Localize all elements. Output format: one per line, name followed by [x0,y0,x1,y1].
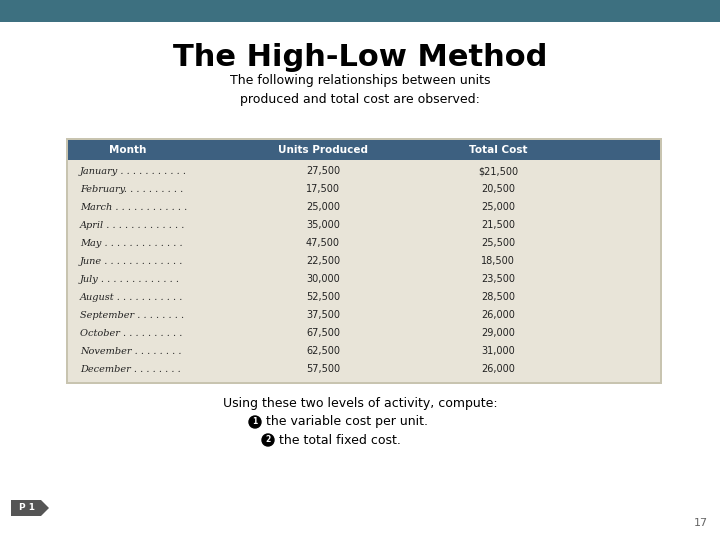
Text: June . . . . . . . . . . . . .: June . . . . . . . . . . . . . [80,256,184,266]
Text: 17: 17 [694,518,708,528]
Text: Units Produced: Units Produced [278,145,368,155]
Text: 23,500: 23,500 [481,274,515,284]
Text: October . . . . . . . . . .: October . . . . . . . . . . [80,328,182,338]
Text: 28,500: 28,500 [481,292,515,302]
Bar [0,0,720,22]
Text: 2: 2 [266,435,271,444]
Bar [68,140,660,160]
Text: 30,000: 30,000 [306,274,340,284]
Text: September . . . . . . . .: September . . . . . . . . [80,310,184,320]
Text: May . . . . . . . . . . . . .: May . . . . . . . . . . . . . [80,239,183,247]
Text: Month: Month [109,145,147,155]
Text: 31,000: 31,000 [481,346,515,356]
Text: the variable cost per unit.: the variable cost per unit. [266,415,428,429]
Text: 35,000: 35,000 [306,220,340,230]
Text: 29,000: 29,000 [481,328,515,338]
Circle shape [262,434,274,446]
Text: 18,500: 18,500 [481,256,515,266]
Polygon shape [11,500,49,516]
Text: P 1: P 1 [19,503,35,512]
Text: 22,500: 22,500 [306,256,340,266]
Text: 25,500: 25,500 [481,238,515,248]
Text: July . . . . . . . . . . . . .: July . . . . . . . . . . . . . [80,274,180,284]
Text: April . . . . . . . . . . . . .: April . . . . . . . . . . . . . [80,220,185,230]
Text: 25,000: 25,000 [481,202,515,212]
Text: 52,500: 52,500 [306,292,340,302]
Text: March . . . . . . . . . . . .: March . . . . . . . . . . . . [80,202,187,212]
Text: Using these two levels of activity, compute:: Using these two levels of activity, comp… [222,397,498,410]
Text: 25,000: 25,000 [306,202,340,212]
Text: The High-Low Method: The High-Low Method [173,44,547,72]
Text: January . . . . . . . . . . .: January . . . . . . . . . . . [80,166,187,176]
Text: 26,000: 26,000 [481,364,515,374]
Circle shape [249,416,261,428]
Text: 37,500: 37,500 [306,310,340,320]
Text: August . . . . . . . . . . .: August . . . . . . . . . . . [80,293,184,301]
Text: 57,500: 57,500 [306,364,340,374]
Text: November . . . . . . . .: November . . . . . . . . [80,347,181,355]
Text: 62,500: 62,500 [306,346,340,356]
Text: 47,500: 47,500 [306,238,340,248]
Text: December . . . . . . . .: December . . . . . . . . [80,364,181,374]
Text: February. . . . . . . . . .: February. . . . . . . . . . [80,185,184,193]
Text: 20,500: 20,500 [481,184,515,194]
Text: $21,500: $21,500 [478,166,518,176]
Text: 26,000: 26,000 [481,310,515,320]
Text: 17,500: 17,500 [306,184,340,194]
Text: The following relationships between units
produced and total cost are observed:: The following relationships between unit… [230,74,490,106]
Text: Total Cost: Total Cost [469,145,527,155]
Bar [66,138,662,384]
Text: 67,500: 67,500 [306,328,340,338]
Text: the total fixed cost.: the total fixed cost. [279,434,401,447]
Text: 21,500: 21,500 [481,220,515,230]
Bar [68,140,660,382]
Text: 27,500: 27,500 [306,166,340,176]
Text: 1: 1 [253,417,258,427]
